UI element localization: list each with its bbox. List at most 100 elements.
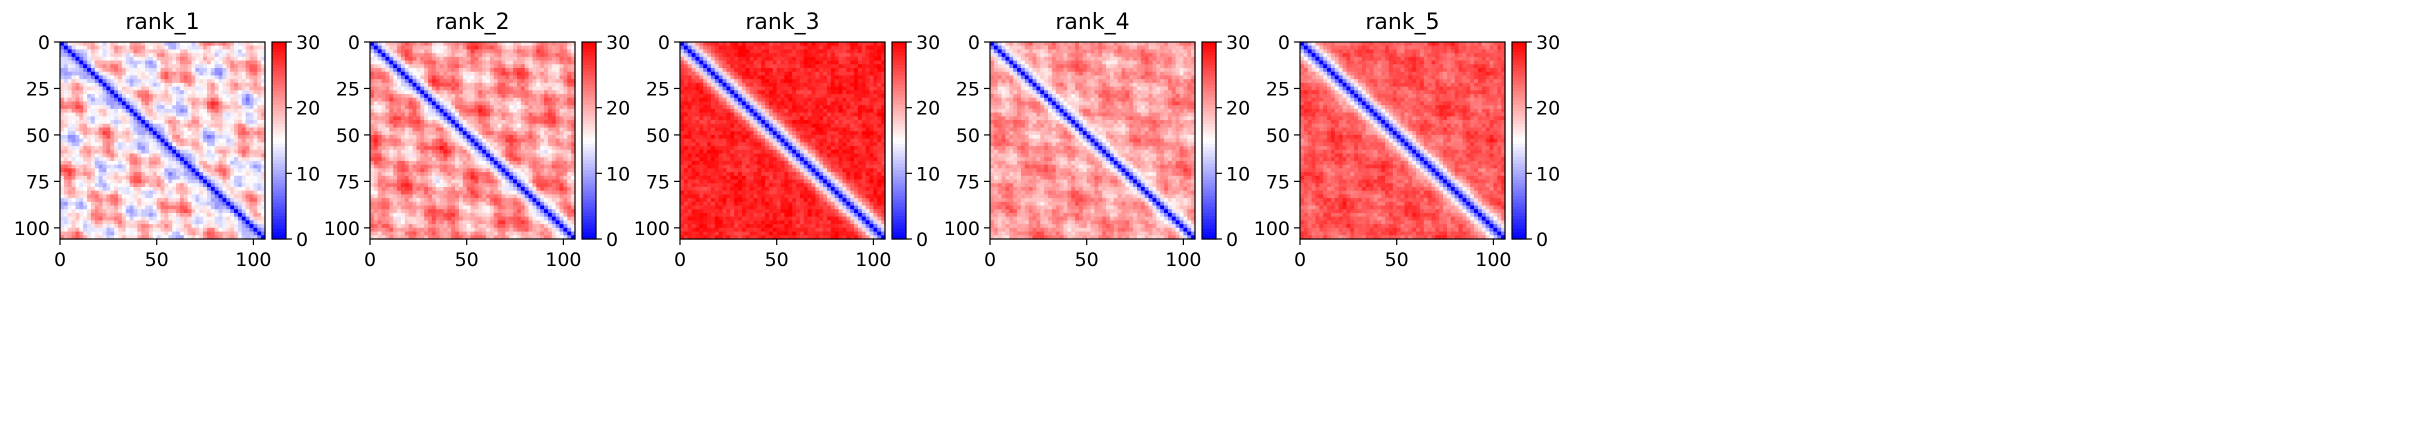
heatmap-cell [75, 160, 80, 166]
heatmap-cell [234, 224, 239, 229]
heatmap-cell [257, 97, 262, 103]
heatmap-cell [71, 105, 77, 110]
heatmap-cell [501, 157, 506, 162]
heatmap-cell [87, 131, 92, 136]
heatmap-cell [261, 212, 266, 218]
heatmap-cell [152, 116, 158, 121]
heatmap-cell [156, 64, 162, 69]
heatmap-cell [397, 112, 402, 117]
heatmap-cell [121, 224, 127, 229]
heatmap-cell [377, 94, 383, 99]
heatmap-cell [203, 49, 208, 54]
heatmap-cell [482, 94, 487, 99]
heatmap-cell [381, 82, 387, 88]
heatmap-cell [381, 172, 387, 177]
heatmap-cell [187, 194, 193, 199]
heatmap-cell [75, 201, 80, 207]
heatmap-cell [156, 101, 162, 106]
heatmap-cell [230, 201, 235, 207]
heatmap-cell [141, 190, 146, 195]
heatmap-cell [195, 231, 200, 236]
heatmap-cell [234, 201, 239, 207]
heatmap-cell [431, 82, 437, 88]
heatmap-cell [218, 86, 224, 91]
heatmap-cell [505, 153, 510, 158]
heatmap-cell [203, 164, 208, 169]
heatmap-cell [536, 71, 541, 77]
heatmap-cell [222, 172, 227, 177]
heatmap-cell [183, 175, 189, 181]
heatmap-cell [168, 160, 173, 166]
heatmap-cell [470, 60, 476, 65]
heatmap-cell [203, 190, 208, 195]
heatmap-cell [183, 220, 189, 225]
heatmap-cell [137, 79, 142, 84]
heatmap-cell [199, 101, 204, 106]
heatmap-cell [148, 179, 154, 184]
heatmap-cell [532, 49, 537, 54]
heatmap-cell [160, 172, 166, 177]
heatmap-cell [176, 68, 181, 73]
heatmap-cell [187, 153, 193, 158]
heatmap-cell [214, 45, 220, 51]
heatmap-cell [98, 157, 104, 162]
heatmap-cell [381, 131, 387, 136]
heatmap-cell [145, 60, 150, 65]
heatmap-cell [478, 94, 483, 99]
heatmap-cell [148, 75, 154, 80]
heatmap-cell [218, 146, 224, 151]
heatmap-cell [191, 94, 196, 99]
heatmap-cell [152, 190, 158, 195]
heatmap-cell [125, 64, 131, 69]
heatmap-cell [60, 64, 65, 69]
heatmap-cell [87, 94, 92, 99]
heatmap-cell [129, 45, 135, 51]
heatmap-cell [547, 116, 553, 121]
colorbar-segment [272, 58, 286, 63]
heatmap-cell [176, 42, 181, 47]
heatmap-cell [381, 42, 387, 47]
heatmap-cell [486, 183, 491, 188]
heatmap-cell [195, 201, 200, 207]
heatmap-cell [261, 108, 266, 114]
heatmap-cell [261, 49, 266, 54]
heatmap-cell [486, 160, 491, 166]
heatmap-cell [133, 64, 138, 69]
heatmap-cell [245, 108, 251, 114]
heatmap-cell [571, 82, 576, 88]
heatmap-cell [156, 220, 162, 225]
heatmap-cell [87, 97, 92, 103]
heatmap-cell [110, 201, 115, 207]
colorbar-segment [272, 189, 286, 194]
heatmap-cell [195, 142, 200, 147]
heatmap-cell [563, 112, 568, 117]
heatmap-cell [234, 86, 239, 91]
heatmap-cell [206, 235, 212, 240]
heatmap-cell [230, 42, 235, 47]
heatmap-cell [462, 138, 468, 143]
heatmap-cell [412, 108, 418, 114]
heatmap-cell [90, 212, 96, 218]
heatmap-cell [404, 101, 410, 106]
heatmap-cell [172, 186, 177, 192]
heatmap-cell [79, 101, 84, 106]
heatmap-cell [493, 42, 499, 47]
heatmap-cell [513, 90, 518, 95]
heatmap-cell [214, 131, 220, 136]
heatmap-cell [412, 49, 418, 54]
heatmap-cell [253, 68, 258, 73]
heatmap-cell [559, 116, 564, 121]
heatmap-cell [563, 175, 568, 181]
heatmap-cell [102, 123, 108, 129]
heatmap-cell [152, 131, 158, 136]
heatmap-cell [90, 79, 96, 84]
heatmap-cell [222, 235, 227, 240]
heatmap-cell [141, 164, 146, 169]
heatmap-cell [230, 108, 235, 114]
heatmap-cell [226, 131, 231, 136]
heatmap-cell [87, 205, 92, 210]
heatmap-cell [145, 108, 150, 114]
heatmap-cell [555, 123, 561, 129]
heatmap-cell [245, 209, 251, 214]
heatmap-cell [536, 157, 541, 162]
